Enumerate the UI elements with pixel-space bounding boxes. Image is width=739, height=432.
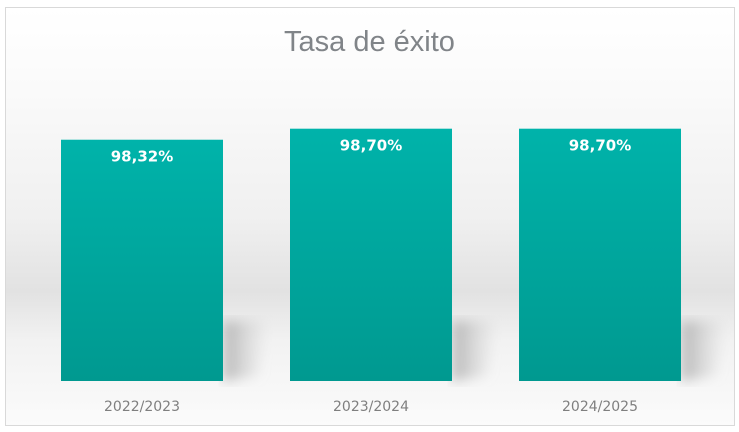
bar-2024/2025 bbox=[519, 128, 681, 381]
bar-2023/2024 bbox=[290, 128, 452, 381]
x-tick-label: 2024/2025 bbox=[562, 399, 638, 415]
data-label: 98,70% bbox=[340, 137, 402, 155]
x-tick-label: 2022/2023 bbox=[104, 399, 180, 415]
bar-2022/2023 bbox=[61, 139, 223, 381]
data-label: 98,32% bbox=[111, 148, 173, 166]
bar-shadow bbox=[223, 321, 268, 381]
data-label: 98,70% bbox=[569, 137, 631, 155]
x-tick-label: 2023/2024 bbox=[333, 399, 409, 415]
bar-shadow bbox=[681, 321, 726, 381]
bar-shadow bbox=[452, 321, 497, 381]
chart-title: Tasa de éxito bbox=[284, 26, 455, 58]
